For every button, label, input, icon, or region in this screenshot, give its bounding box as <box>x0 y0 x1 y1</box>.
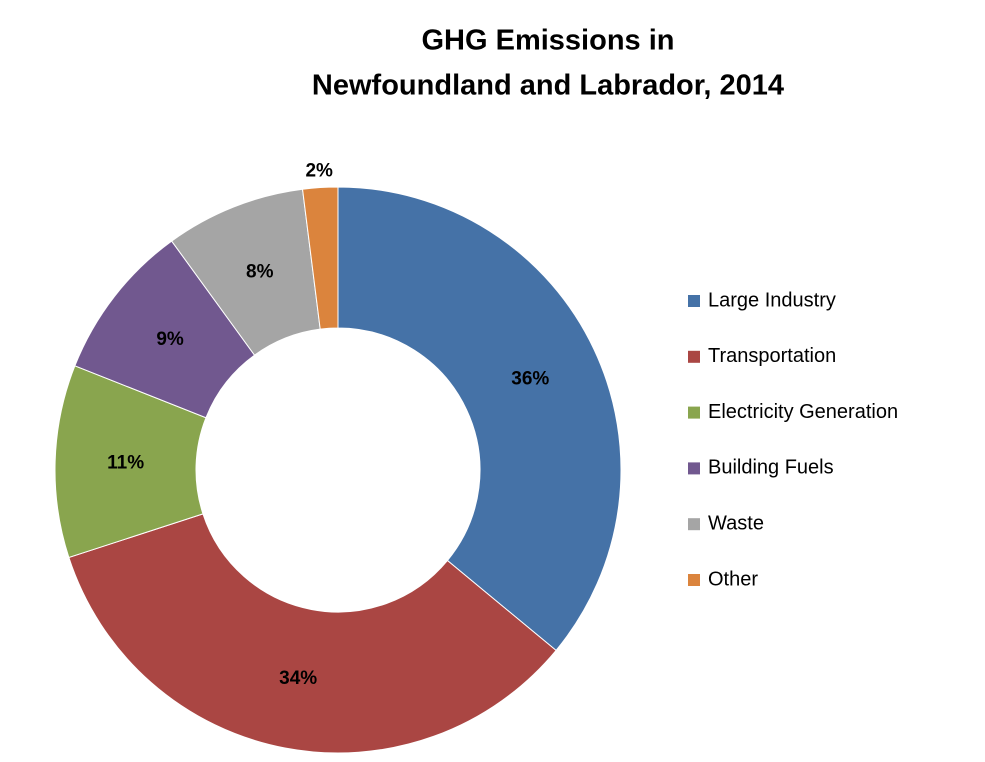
legend-swatch <box>688 462 700 475</box>
donut-slice <box>301 186 339 330</box>
legend-entry: Building Fuels <box>708 457 834 479</box>
data-label: 2% <box>305 161 333 182</box>
donut-slice <box>68 513 557 754</box>
legend-entry: Transportation <box>708 345 836 367</box>
legend-swatch <box>688 295 700 307</box>
data-label: 8% <box>246 261 274 282</box>
legend-swatch <box>688 518 700 531</box>
legend-swatch <box>688 574 700 586</box>
legend-entry: Electricity Generation <box>708 401 898 423</box>
data-label: 36% <box>511 369 549 390</box>
legend-swatch <box>688 406 700 419</box>
data-label: 11% <box>107 452 144 473</box>
legend-entry: Large Industry <box>708 289 836 311</box>
donut-slice <box>337 186 622 652</box>
data-label: 34% <box>279 668 317 689</box>
data-label: 9% <box>156 329 184 350</box>
chart-title: GHG Emissions in <box>422 25 675 57</box>
legend-swatch <box>688 350 700 363</box>
legend-entry: Waste <box>708 512 764 534</box>
legend-entry: Other <box>708 568 758 590</box>
chart-title: Newfoundland and Labrador, 2014 <box>312 70 784 102</box>
